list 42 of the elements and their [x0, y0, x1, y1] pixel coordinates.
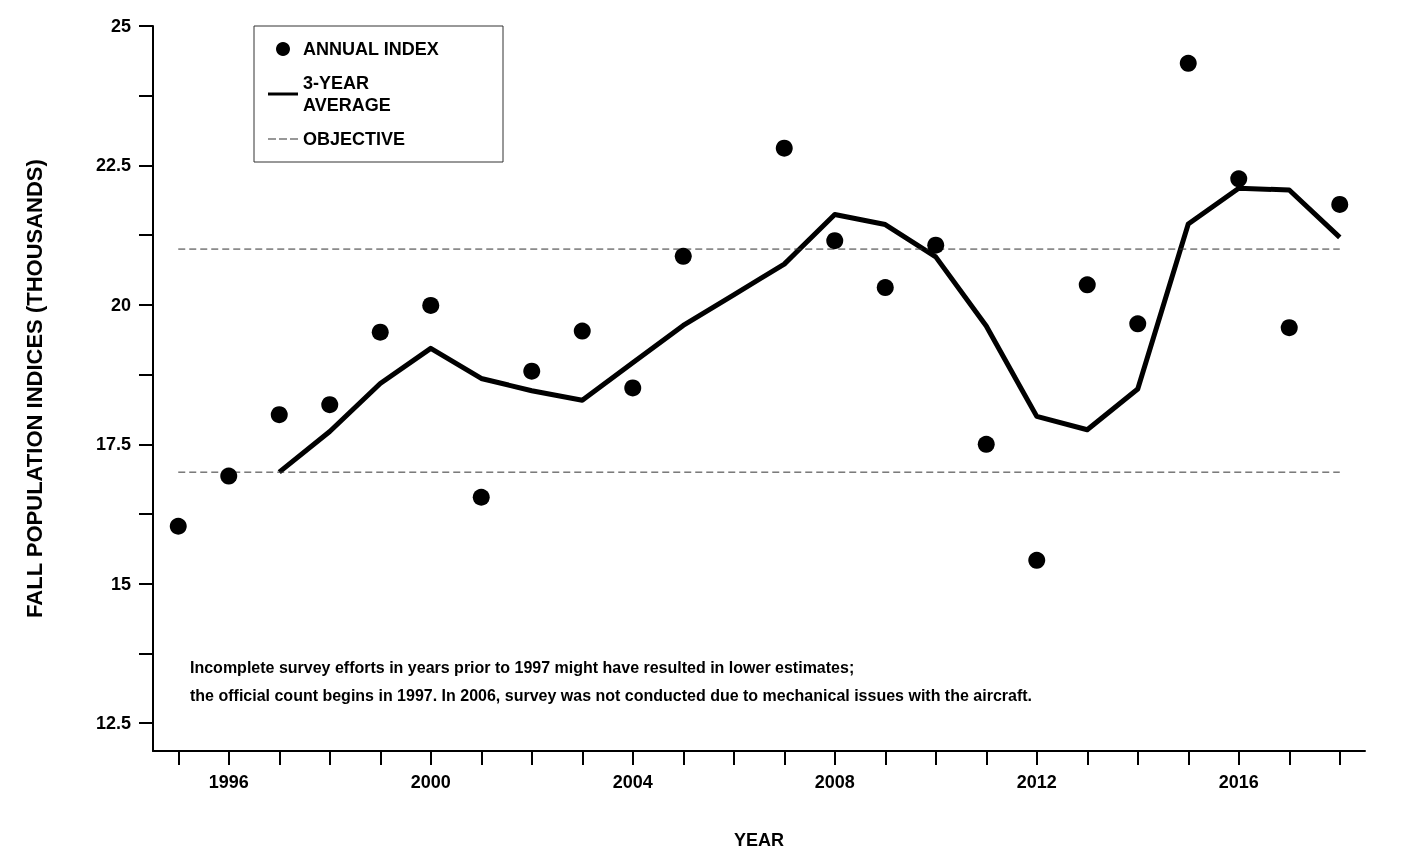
point: [1129, 315, 1147, 333]
y-tick-label: 12.5: [95, 713, 131, 734]
point: [472, 488, 490, 506]
y-tick-label: 15: [110, 573, 131, 594]
point: [1230, 170, 1248, 188]
point: [270, 406, 288, 424]
x-tick-label: 2004: [612, 772, 653, 792]
x-tick-label: 2000: [410, 772, 451, 792]
point: [826, 232, 844, 250]
y-axis-title: FALL POPULATION INDICES (THOUSANDS): [21, 159, 47, 618]
legend-label: OBJECTIVE: [303, 129, 406, 149]
point: [573, 322, 591, 340]
point: [977, 435, 995, 453]
x-tick-label: 2012: [1016, 772, 1057, 792]
y-tick-label: 22.5: [95, 155, 131, 176]
legend-label: ANNUAL INDEX: [303, 39, 439, 59]
x-axis-title: YEAR: [733, 830, 785, 850]
annotation: Incomplete survey efforts in years prior to 1997 might have resulted in lower estimates;: [190, 658, 855, 676]
point: [220, 467, 238, 485]
x-tick-label: 1996: [208, 772, 249, 792]
point: [927, 236, 945, 254]
point: [422, 296, 440, 314]
point: [1078, 276, 1096, 294]
annotation: the official count begins in 1997. In 2006, survey was not conducted due to mechanical issues with the aircraft.: [190, 686, 1033, 704]
x-tick-label: 2016: [1218, 772, 1259, 792]
legend-label: 3-YEAR AVERAGE: [303, 73, 391, 115]
point: [523, 362, 541, 380]
point: [1280, 319, 1298, 337]
point: [674, 247, 692, 265]
y-tick-label: 25: [110, 16, 131, 36]
x-tick-label: 2008: [814, 772, 855, 792]
point: [321, 396, 339, 414]
y-tick-label: 17.5: [95, 434, 131, 455]
point: [876, 279, 894, 297]
point: [1028, 551, 1046, 569]
point: [1179, 54, 1197, 72]
point: [624, 379, 642, 397]
point: [169, 517, 187, 535]
point: [775, 139, 793, 157]
point: [1331, 195, 1349, 213]
point: [371, 323, 389, 341]
y-tick-label: 20: [110, 294, 131, 315]
